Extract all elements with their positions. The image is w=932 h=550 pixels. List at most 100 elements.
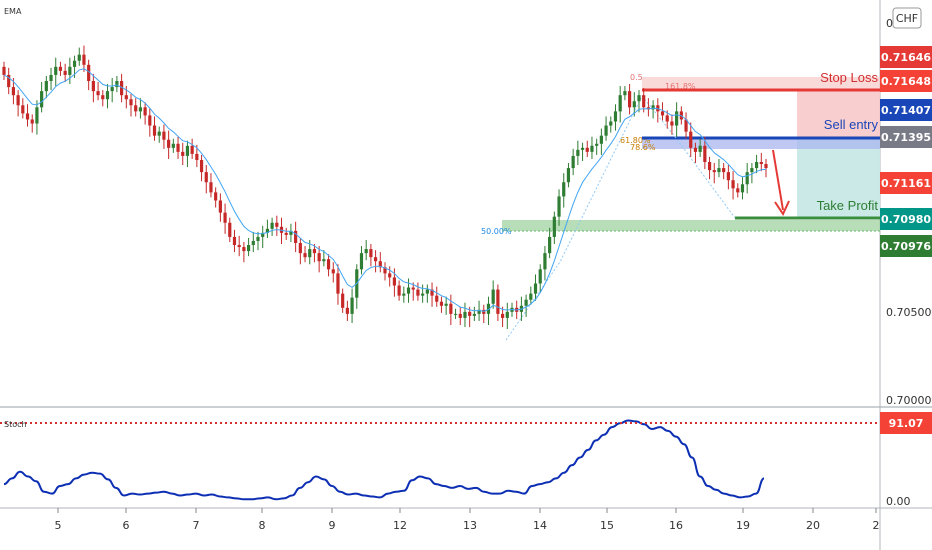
candle-body: [406, 287, 411, 294]
candle-body: [345, 307, 349, 314]
candle-body: [416, 289, 420, 296]
candle-body: [764, 164, 768, 169]
stop-loss-zone: [797, 91, 880, 139]
projection-arrow-head: [774, 200, 790, 217]
candle-body: [152, 125, 157, 136]
candle-body: [72, 60, 77, 67]
candle-body: [740, 184, 745, 193]
candle-body: [468, 311, 472, 316]
x-tick-label: 6: [123, 519, 130, 532]
price-tag-label: 0.70980: [881, 213, 931, 226]
candle-body: [444, 303, 448, 306]
price-tag: [880, 126, 932, 148]
price-tag-label: 0.71646: [881, 51, 931, 64]
candle-body: [599, 135, 603, 144]
candle-body: [195, 153, 199, 160]
x-tick-label: 13: [463, 519, 477, 532]
take-profit-zone: [797, 139, 880, 219]
candle-body: [388, 273, 392, 278]
candle-body: [275, 222, 279, 227]
candle-body: [548, 236, 552, 254]
stoch-line: [3, 419, 765, 501]
take-profit-label: Take Profit: [817, 198, 879, 213]
candle-body: [185, 145, 190, 156]
candle-body: [392, 277, 397, 286]
candle-body: [435, 295, 439, 302]
sell-entry-label: Sell entry: [824, 117, 879, 132]
fib-label: 78.6%: [630, 143, 656, 152]
candle-body: [218, 200, 222, 213]
currency-button-frame: [892, 7, 922, 29]
candle-body: [562, 182, 566, 197]
candle-body: [58, 66, 63, 71]
candle-body: [322, 259, 326, 262]
candle-body: [529, 293, 533, 300]
x-tick-label: 16: [669, 519, 683, 532]
candle-body: [326, 259, 331, 270]
candle-body: [298, 243, 302, 254]
candle-body: [77, 54, 81, 61]
candle-body: [646, 107, 651, 110]
trade-zones: 0.5 161.8% 61.80%78.6% 50.00%: [481, 73, 880, 236]
candle-body: [312, 249, 317, 254]
candle-body: [44, 81, 48, 92]
candle-body: [124, 95, 128, 100]
candle-body: [595, 143, 599, 146]
candle-body: [167, 139, 171, 148]
candle-body: [21, 105, 25, 114]
candle-body: [486, 303, 491, 314]
candle-body: [303, 253, 307, 258]
price-tag-label: 0.71395: [881, 131, 931, 144]
candle-body: [397, 285, 401, 296]
candle-body: [176, 143, 180, 152]
fib-label: 0.5: [630, 73, 643, 82]
ema-line: [3, 68, 767, 312]
candle-body: [712, 170, 716, 173]
price-tag: [880, 235, 932, 257]
candle-body: [171, 143, 175, 148]
candle-body: [717, 168, 721, 173]
x-tick-label: 14: [533, 519, 547, 532]
candle-body: [265, 228, 270, 233]
x-tick-label: 12: [393, 519, 407, 532]
candle-body: [294, 230, 298, 243]
candle-body: [270, 222, 274, 229]
candle-body: [505, 311, 509, 318]
currency-button[interactable]: CHF: [892, 7, 922, 29]
candle-body: [463, 311, 467, 318]
candle-body: [533, 283, 538, 294]
candle-body: [54, 66, 58, 75]
candle-body: [538, 269, 542, 284]
candle-body: [613, 111, 618, 122]
candle-body: [138, 107, 143, 112]
candle-body: [115, 81, 119, 88]
price-tag-label: 0.71407: [881, 104, 931, 117]
stop-loss-label: Stop Loss: [820, 70, 878, 85]
candle-body: [209, 182, 213, 193]
candle-body: [101, 95, 105, 100]
candle-body: [458, 313, 462, 318]
candle-body: [63, 70, 67, 75]
candle-body: [246, 245, 251, 252]
candle-body: [576, 149, 580, 156]
candle-body: [82, 54, 86, 65]
candle-body: [698, 145, 702, 152]
candle-body: [308, 249, 312, 258]
candle-body: [472, 313, 476, 316]
candle-body: [364, 249, 368, 254]
candle-body: [110, 87, 114, 92]
candle-body: [627, 91, 632, 108]
currency-button-label: CHF: [896, 12, 918, 25]
stoch-tick-label: 0.00: [886, 495, 911, 508]
price-tags: 0.71646 0.71648 0.71407 0.71395 0.71161 0.709…: [880, 46, 932, 257]
candle-body: [585, 147, 589, 152]
x-tick-label: 8: [259, 519, 266, 532]
candle-body: [40, 91, 44, 108]
candle-body: [618, 95, 622, 112]
price-tag: [880, 70, 932, 92]
candle-body: [336, 273, 340, 294]
candle-body: [632, 101, 636, 108]
candle-body: [359, 253, 364, 270]
candle-body: [449, 303, 453, 314]
